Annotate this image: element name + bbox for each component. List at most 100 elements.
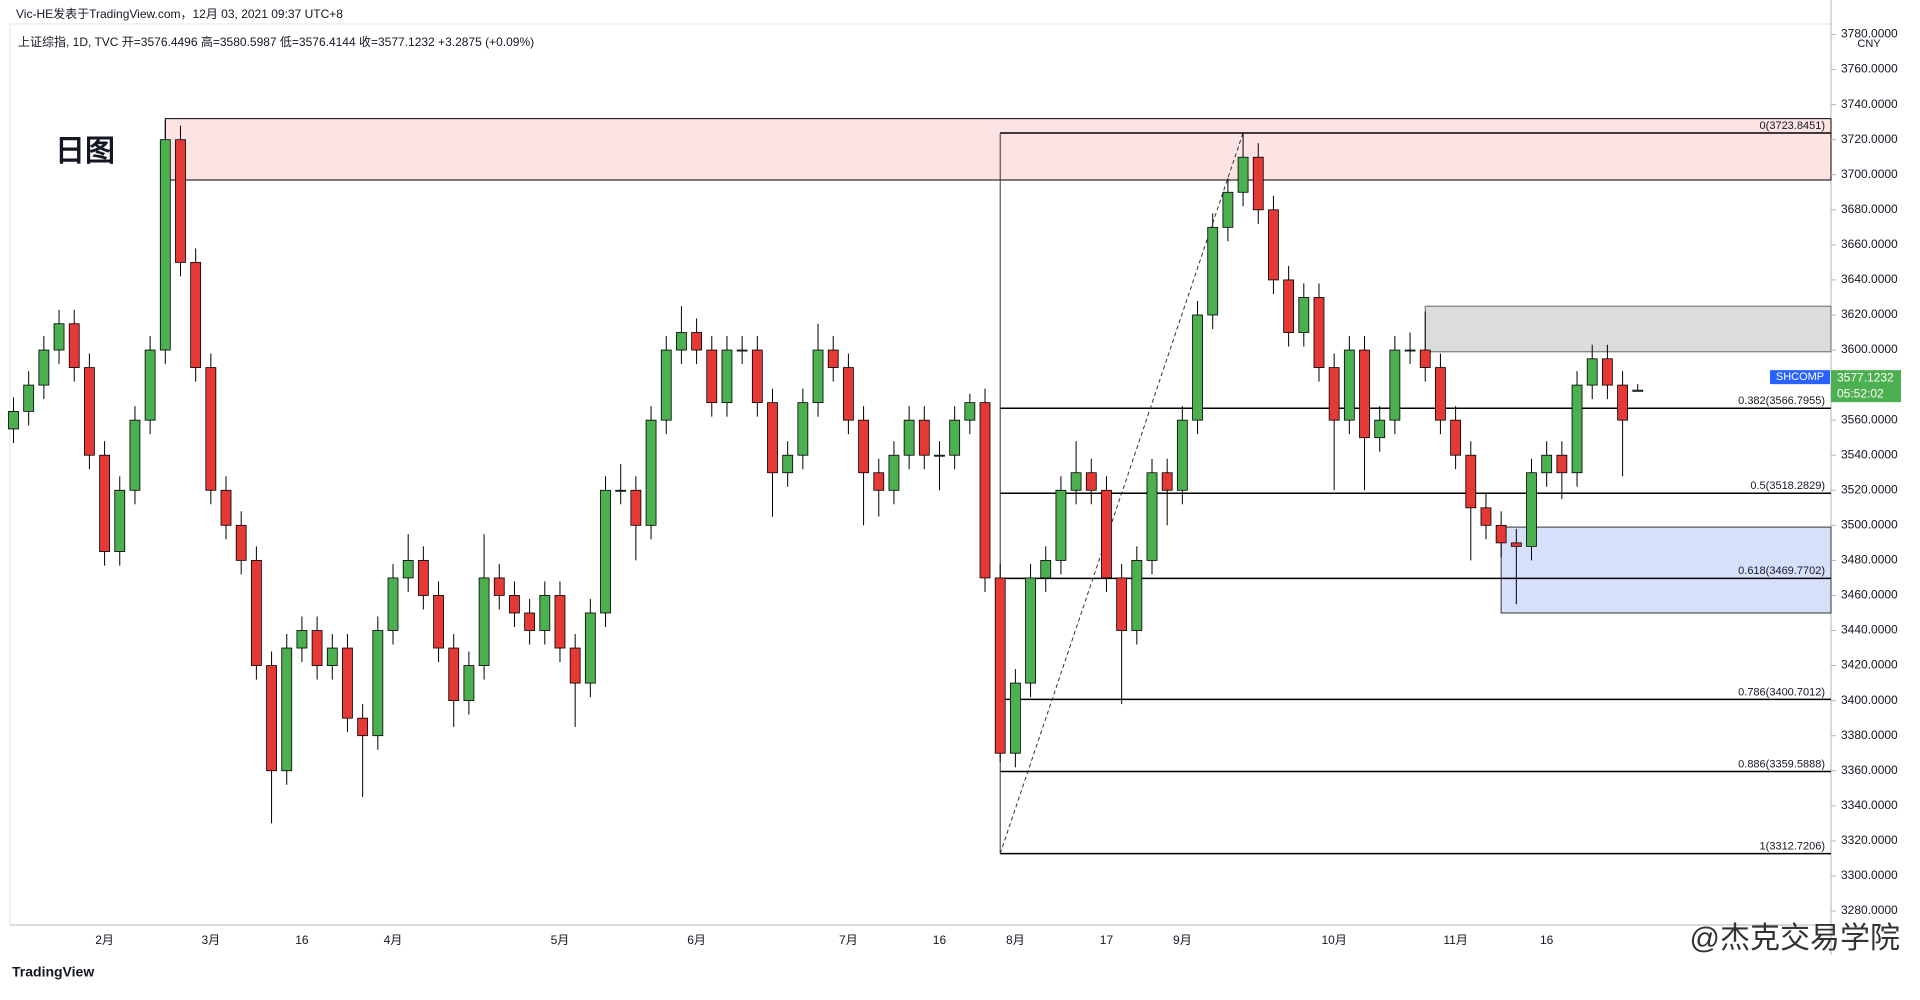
candle-body bbox=[584, 612, 596, 684]
candle-body bbox=[918, 419, 930, 456]
y-tick-label: 3480.0000 bbox=[1841, 553, 1898, 567]
y-tick-label: 3700.0000 bbox=[1841, 167, 1898, 181]
trend-line bbox=[999, 132, 1244, 854]
y-tick-label: 3380.0000 bbox=[1841, 728, 1898, 742]
candle-body bbox=[387, 577, 399, 631]
candle-body bbox=[38, 349, 50, 386]
candle-body bbox=[767, 402, 778, 474]
y-tick-label: 3460.0000 bbox=[1841, 588, 1898, 602]
candle-body bbox=[235, 524, 247, 561]
candle-body bbox=[205, 367, 217, 491]
x-tick-label: 17 bbox=[1100, 933, 1114, 947]
y-tick-label: 3620.0000 bbox=[1841, 307, 1898, 321]
zone bbox=[1500, 526, 1832, 614]
candle-body bbox=[1192, 314, 1203, 421]
candle-body bbox=[1571, 384, 1583, 474]
countdown: 05:52:02 bbox=[1837, 386, 1884, 400]
candle-body bbox=[1313, 297, 1325, 368]
candle-body bbox=[1389, 349, 1401, 421]
candle-body bbox=[1131, 559, 1143, 631]
candle-body bbox=[1040, 559, 1052, 579]
candle-body bbox=[1161, 472, 1173, 491]
y-tick-label: 3740.0000 bbox=[1841, 97, 1898, 111]
watermark: @杰克交易学院 bbox=[1690, 922, 1900, 955]
y-tick-label: 3500.0000 bbox=[1841, 518, 1898, 532]
candle-body bbox=[751, 349, 763, 404]
candle-body bbox=[1526, 472, 1537, 547]
candle-body bbox=[1237, 156, 1249, 193]
candle-body bbox=[114, 489, 126, 553]
y-tick-label: 3560.0000 bbox=[1841, 412, 1898, 426]
y-tick-label: 3680.0000 bbox=[1841, 202, 1898, 216]
candle-body bbox=[736, 349, 748, 352]
candle-body bbox=[1617, 384, 1628, 421]
candle-body bbox=[1070, 472, 1082, 491]
candle-body bbox=[539, 595, 551, 631]
symbol-line: 上证综指, 1D, TVC 开=3576.4496 高=3580.5987 低=… bbox=[18, 34, 534, 49]
candle-body bbox=[342, 647, 353, 719]
candle-body bbox=[554, 595, 566, 649]
fib-label: 0.886(3359.5888) bbox=[1738, 758, 1825, 770]
candle-body bbox=[903, 419, 915, 456]
candle-body bbox=[524, 612, 536, 631]
candle-body bbox=[812, 349, 824, 404]
candle-body bbox=[569, 647, 581, 684]
y-tick-label: 3280.0000 bbox=[1841, 903, 1898, 917]
candle-body bbox=[129, 419, 141, 491]
candle-body bbox=[1298, 297, 1310, 333]
candle-body bbox=[509, 595, 520, 614]
fib-label: 0.786(3400.7012) bbox=[1738, 686, 1825, 698]
candle-body bbox=[250, 559, 262, 666]
candle-body bbox=[8, 410, 19, 430]
x-tick-label: 5月 bbox=[551, 933, 570, 947]
candle-body bbox=[1541, 454, 1553, 474]
candle-body bbox=[630, 489, 642, 526]
candle-body bbox=[827, 349, 839, 368]
candle-body bbox=[281, 647, 293, 772]
candle-body bbox=[448, 647, 460, 702]
y-tick-label: 3320.0000 bbox=[1841, 833, 1898, 847]
x-tick-label: 16 bbox=[1540, 933, 1554, 947]
candle-body bbox=[372, 630, 384, 737]
candle-body bbox=[68, 323, 80, 368]
fib-label: 0(3723.8451) bbox=[1760, 120, 1825, 132]
logo: TradingView bbox=[12, 964, 94, 980]
candle-body bbox=[858, 419, 869, 474]
candle-body bbox=[888, 454, 900, 491]
candle-body bbox=[1480, 507, 1492, 526]
candle-body bbox=[190, 261, 202, 368]
candle-body bbox=[1465, 454, 1477, 509]
y-tick-label: 3660.0000 bbox=[1841, 237, 1898, 251]
candle-body bbox=[1450, 419, 1461, 456]
symbol-tag bbox=[1770, 370, 1830, 385]
candle-body bbox=[326, 647, 338, 666]
candle-body bbox=[478, 577, 490, 666]
candle-body bbox=[1510, 542, 1522, 547]
candle-body bbox=[1556, 454, 1568, 474]
candle-body bbox=[600, 489, 611, 614]
x-tick-label: 8月 bbox=[1006, 933, 1025, 947]
price-tag-text: 3577.1232 bbox=[1837, 370, 1894, 384]
y-tick-label: 3400.0000 bbox=[1841, 693, 1898, 707]
candle-body bbox=[873, 472, 885, 491]
candle-body bbox=[1268, 209, 1279, 281]
candle-body bbox=[23, 384, 35, 412]
x-tick-label: 16 bbox=[933, 933, 947, 947]
candle-body bbox=[311, 630, 323, 666]
y-tick-label: 3600.0000 bbox=[1841, 342, 1898, 356]
x-tick-label: 16 bbox=[295, 933, 309, 947]
candle-body bbox=[1207, 226, 1219, 316]
candle-body bbox=[1025, 577, 1036, 684]
candle-body bbox=[463, 665, 475, 702]
candle-body bbox=[615, 489, 627, 492]
y-tick-label: 3340.0000 bbox=[1841, 798, 1898, 812]
candle-body bbox=[1586, 358, 1598, 386]
fib-label: 1(3312.7206) bbox=[1760, 841, 1825, 853]
candle-body bbox=[949, 419, 961, 456]
candle-body bbox=[645, 419, 657, 526]
y-tick-label: 3640.0000 bbox=[1841, 272, 1898, 286]
candle-body bbox=[660, 349, 672, 421]
candle-body bbox=[797, 402, 809, 456]
candle-body bbox=[1602, 358, 1613, 386]
